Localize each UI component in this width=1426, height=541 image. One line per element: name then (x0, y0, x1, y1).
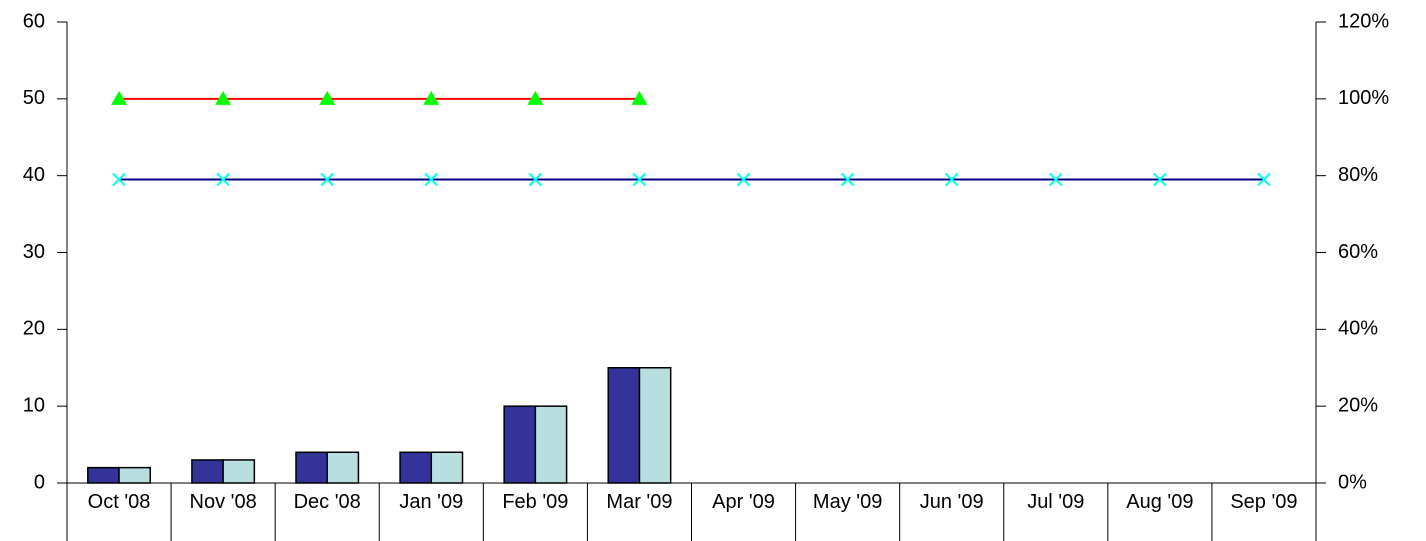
x-tick-label: Jan '09 (399, 491, 464, 513)
bar (534, 405, 568, 484)
marker (632, 172, 647, 187)
y2-tick-label: 40% (1338, 318, 1378, 340)
bar (191, 459, 224, 484)
x-tick-label: Apr '09 (712, 491, 775, 513)
x-tick-label: Feb '09 (502, 491, 569, 513)
y-tick-label: 30 (23, 241, 45, 263)
bar (503, 405, 537, 484)
y2-tick-label: 60% (1338, 241, 1378, 263)
marker (736, 172, 751, 187)
y-tick-label: 40 (23, 164, 45, 186)
y2-tick-label: 20% (1338, 394, 1378, 416)
bar (399, 451, 433, 484)
x-tick-label: Oct '08 (87, 491, 151, 513)
marker (527, 90, 544, 105)
marker (840, 172, 855, 187)
bar (295, 451, 328, 484)
marker (111, 90, 128, 105)
marker (631, 90, 648, 105)
y-tick-label: 0 (34, 471, 45, 493)
marker (112, 172, 126, 187)
y-tick-label: 20 (23, 318, 45, 340)
marker (945, 172, 959, 187)
x-tick-label: Aug '09 (1126, 491, 1194, 513)
bar (430, 451, 464, 484)
marker (216, 172, 230, 187)
y2-tick-label: 120% (1338, 10, 1389, 32)
y2-tick-label: 100% (1338, 87, 1389, 109)
marker (215, 90, 232, 105)
bar (118, 466, 152, 484)
y-tick-label: 60 (23, 10, 45, 32)
x-tick-label: Jul '09 (1027, 491, 1085, 513)
x-tick-label: Jun '09 (919, 491, 984, 513)
bar (638, 367, 672, 484)
marker (424, 172, 438, 187)
marker (320, 172, 334, 187)
y2-tick-label: 80% (1338, 164, 1378, 186)
marker (319, 90, 336, 105)
x-tick-label: Sep '09 (1230, 491, 1298, 513)
marker (1257, 172, 1271, 187)
x-tick-label: Dec '08 (293, 491, 361, 513)
x-tick-label: May '09 (812, 491, 883, 513)
bar (222, 459, 256, 484)
marker (1049, 172, 1063, 187)
y2-tick-label: 0% (1338, 471, 1367, 493)
x-tick-label: Nov '08 (189, 491, 257, 513)
bar (87, 466, 120, 484)
marker (423, 90, 440, 105)
bar (607, 367, 641, 484)
bar (326, 451, 360, 484)
x-tick-label: Mar '09 (606, 491, 673, 513)
y-tick-label: 10 (23, 394, 45, 416)
marker (528, 172, 543, 187)
marker (1153, 172, 1167, 187)
y-tick-label: 50 (23, 87, 45, 109)
